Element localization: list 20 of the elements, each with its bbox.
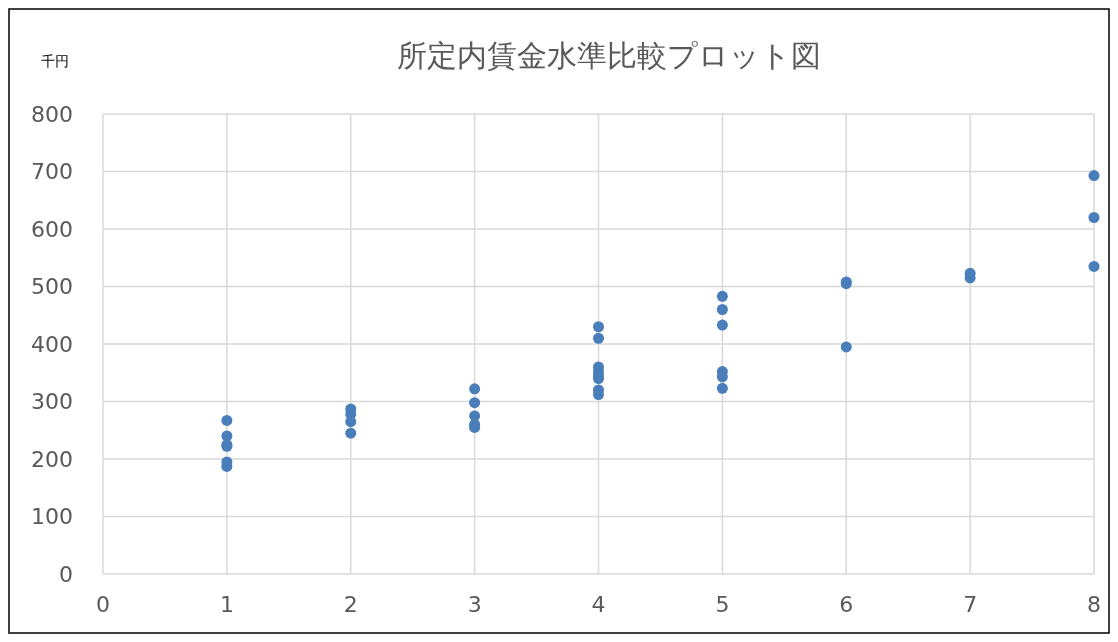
- x-tick-label: 7: [963, 591, 978, 617]
- y-tick-label: 800: [31, 101, 73, 127]
- x-tick-label: 4: [591, 591, 606, 617]
- x-tick-label: 2: [343, 591, 358, 617]
- x-tick-label: 5: [715, 591, 730, 617]
- x-tick-label: 0: [96, 591, 110, 617]
- y-tick-label: 100: [31, 504, 73, 530]
- y-tick-label: 200: [31, 446, 73, 472]
- y-tick-label: 500: [31, 274, 73, 300]
- chart-title: 所定内賃金水準比較プロット図: [396, 38, 821, 73]
- y-tick-label: 600: [31, 216, 73, 242]
- y-tick-label: 400: [31, 331, 73, 357]
- x-tick-label: 3: [467, 591, 482, 617]
- y-tick-label: 700: [31, 159, 73, 185]
- x-tick-label: 6: [839, 591, 854, 617]
- y-tick-label: 0: [59, 561, 73, 587]
- x-tick-label: 8: [1087, 591, 1101, 617]
- x-tick-label: 1: [219, 591, 234, 617]
- y-axis-title: 千円: [41, 53, 69, 69]
- y-tick-label: 300: [31, 389, 73, 415]
